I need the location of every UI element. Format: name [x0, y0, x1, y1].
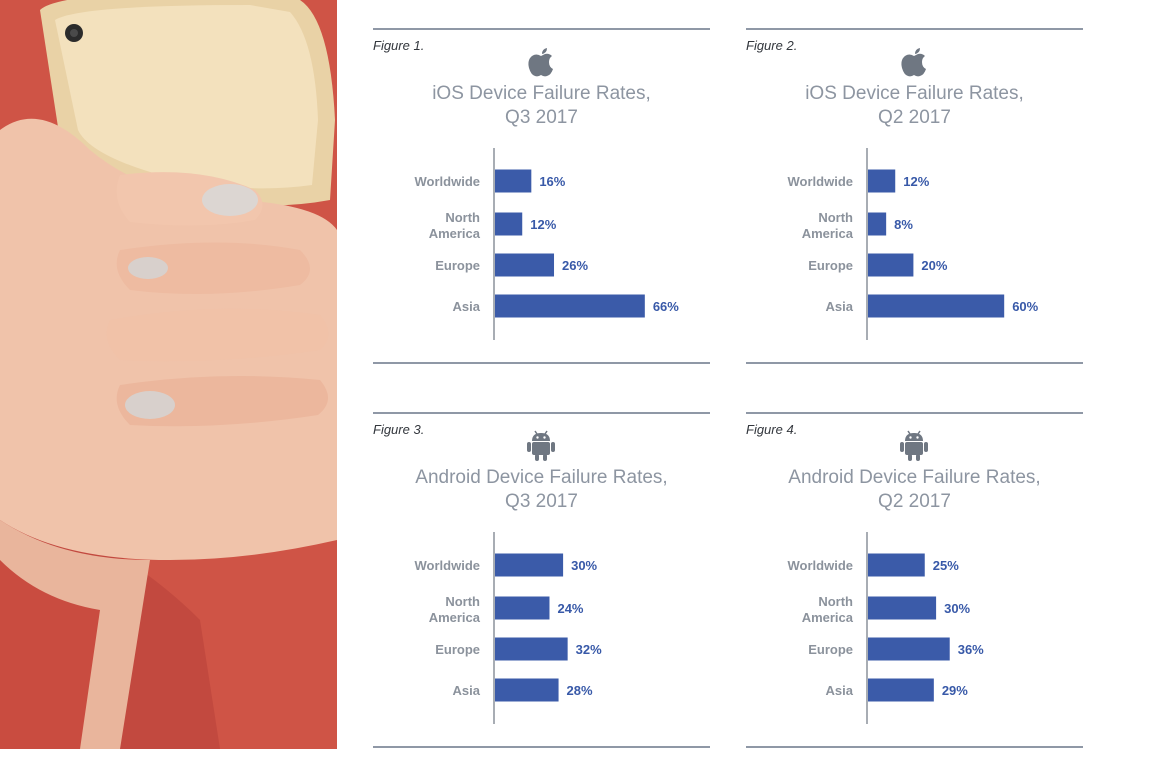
category-label: Asia: [826, 683, 854, 698]
category-label: Europe: [808, 258, 853, 273]
bar: [495, 169, 532, 193]
bar-chart: Worldwide 12% North America 8% Europe 20% Asia 6…: [788, 148, 1039, 340]
figure-label: Figure 2.: [746, 38, 798, 53]
category-label: Worldwide: [415, 558, 480, 573]
figure-1: Figure 1. iOS Device Failure Rates, Q3 2…: [373, 28, 710, 364]
value-label: 25%: [933, 558, 959, 573]
bar: [495, 637, 568, 661]
bar: [868, 553, 925, 577]
android-logo-icon: [900, 430, 928, 461]
figure-top-rule: [746, 28, 1083, 30]
chart-title: Android Device Failure Rates, Q3 2017: [373, 466, 710, 514]
chart-title: iOS Device Failure Rates, Q2 2017: [746, 82, 1083, 130]
category-label: Asia: [826, 299, 854, 314]
category-label: Asia: [453, 683, 481, 698]
figure-label: Figure 4.: [746, 422, 798, 437]
value-label: 24%: [557, 601, 583, 616]
chart-title: iOS Device Failure Rates, Q3 2017: [373, 82, 710, 130]
figure-top-rule: [373, 412, 710, 414]
value-label: 16%: [539, 174, 565, 189]
figure-bottom-rule: [746, 746, 1083, 748]
figure-bottom-rule: [373, 746, 710, 748]
hero-photo: [0, 0, 337, 749]
category-label: North America: [429, 210, 481, 241]
chart-title-line-2: Q3 2017: [505, 491, 578, 512]
bar: [868, 637, 950, 661]
figure-top-rule: [373, 28, 710, 30]
bar: [868, 596, 937, 620]
figure-3: Figure 3. Android Device Failure Rates, …: [373, 412, 710, 748]
figure-2: Figure 2. iOS Device Failure Rates, Q2 2…: [746, 28, 1083, 364]
apple-logo-icon: [901, 48, 926, 77]
bar: [495, 294, 645, 318]
category-label: North America: [429, 594, 481, 625]
bar: [495, 596, 550, 620]
chart-title-line-1: Android Device Failure Rates,: [788, 467, 1041, 488]
bar-chart: Worldwide 16% North America 12% Europe 26% Asia…: [415, 148, 679, 340]
value-label: 36%: [958, 642, 984, 657]
bar: [868, 253, 914, 277]
chart-title-line-2: Q2 2017: [878, 107, 951, 128]
chart-title-line-1: iOS Device Failure Rates,: [432, 83, 651, 104]
category-label: Worldwide: [788, 558, 853, 573]
bar: [868, 294, 1005, 318]
bar-chart: Worldwide 30% North America 24% Europe 32% Asia…: [415, 532, 602, 724]
chart-title: Android Device Failure Rates, Q2 2017: [746, 466, 1083, 514]
value-label: 30%: [571, 558, 597, 573]
apple-logo-icon: [528, 48, 553, 77]
value-label: 12%: [530, 217, 556, 232]
value-label: 29%: [942, 683, 968, 698]
category-label: Europe: [435, 642, 480, 657]
category-label: Asia: [453, 299, 481, 314]
bar-chart: Worldwide 25% North America 30% Europe 36% Asia…: [788, 532, 984, 724]
figure-bottom-rule: [746, 362, 1083, 364]
category-label: Worldwide: [788, 174, 853, 189]
figure-label: Figure 1.: [373, 38, 425, 53]
figure-top-rule: [746, 412, 1083, 414]
bar: [495, 553, 564, 577]
value-label: 28%: [567, 683, 593, 698]
bar: [868, 212, 887, 236]
figure-label: Figure 3.: [373, 422, 425, 437]
figure-bottom-rule: [373, 362, 710, 364]
value-label: 30%: [944, 601, 970, 616]
category-label: Europe: [808, 642, 853, 657]
category-label: Worldwide: [415, 174, 480, 189]
category-label: North America: [802, 594, 854, 625]
value-label: 60%: [1012, 299, 1038, 314]
value-label: 32%: [576, 642, 602, 657]
figure-4: Figure 4. Android Device Failure Rates, …: [746, 412, 1083, 748]
category-label: Europe: [435, 258, 480, 273]
value-label: 8%: [894, 217, 913, 232]
value-label: 26%: [562, 258, 588, 273]
value-label: 66%: [653, 299, 679, 314]
android-logo-icon: [527, 430, 555, 461]
bar: [495, 212, 523, 236]
value-label: 12%: [903, 174, 929, 189]
chart-title-line-1: Android Device Failure Rates,: [415, 467, 668, 488]
category-label: North America: [802, 210, 854, 241]
chart-title-line-2: Q2 2017: [878, 491, 951, 512]
hand-holding-phone-illustration: [0, 0, 337, 749]
chart-title-line-2: Q3 2017: [505, 107, 578, 128]
bar: [495, 253, 555, 277]
bar: [868, 678, 934, 702]
bar: [868, 169, 896, 193]
chart-title-line-1: iOS Device Failure Rates,: [805, 83, 1024, 104]
value-label: 20%: [921, 258, 947, 273]
bar: [495, 678, 559, 702]
